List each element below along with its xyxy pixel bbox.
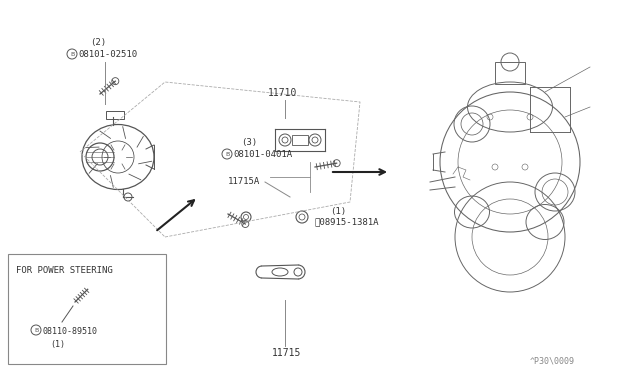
Text: (1): (1) <box>50 340 65 349</box>
Text: 08101-0401A: 08101-0401A <box>233 150 292 159</box>
Text: 11715A: 11715A <box>228 177 260 186</box>
Bar <box>495 62 525 84</box>
Bar <box>8 254 166 364</box>
Text: Ⓥ08915-1381A: Ⓥ08915-1381A <box>315 217 380 226</box>
Text: B: B <box>70 51 74 57</box>
Bar <box>292 135 308 145</box>
Text: (2): (2) <box>90 38 106 47</box>
Text: 11715: 11715 <box>272 348 301 358</box>
Text: ^P30\0009: ^P30\0009 <box>530 357 575 366</box>
Text: B: B <box>34 327 38 333</box>
Text: (1): (1) <box>330 207 346 216</box>
Text: FOR POWER STEERING: FOR POWER STEERING <box>16 266 113 275</box>
Text: 08101-02510: 08101-02510 <box>78 50 137 59</box>
Text: 11710: 11710 <box>268 88 298 98</box>
Bar <box>106 111 124 119</box>
Text: (3): (3) <box>241 138 257 147</box>
Text: 08110-89510: 08110-89510 <box>42 327 97 337</box>
Text: B: B <box>225 151 229 157</box>
